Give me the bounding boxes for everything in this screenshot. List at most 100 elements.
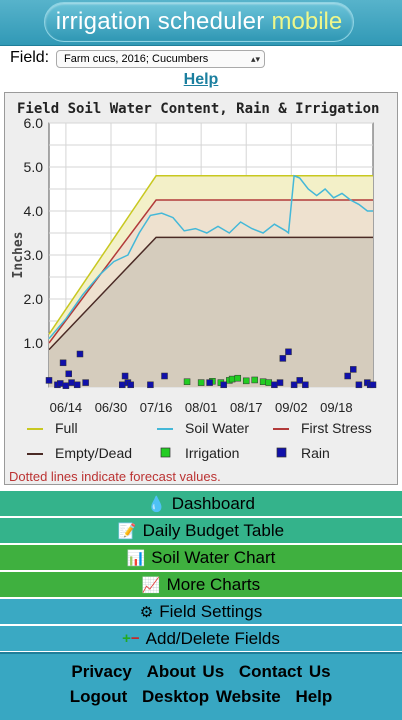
water-drop-icon: 💧 — [147, 495, 166, 513]
legend-label: First Stress — [301, 420, 372, 436]
y-tick-label: 1.0 — [24, 335, 44, 351]
y-tick-label: 2.0 — [24, 291, 44, 307]
rain-point — [206, 379, 213, 386]
legend-label: Full — [55, 420, 78, 436]
rain-point — [147, 381, 154, 389]
field-label: Field: — [10, 49, 50, 66]
field-selector-row: Field: Farm cucs, 2016; Cucumbers ▴▾ — [0, 47, 402, 71]
axis-ticks: 6.0 5.0 4.0 3.0 2.0 1.0 06/14 06/30 07/16 08/01 08… — [24, 115, 353, 415]
table-pen-icon: 📝 — [117, 522, 137, 540]
legend-label: Rain — [301, 445, 330, 461]
rain-point — [276, 379, 284, 386]
rain-point — [57, 380, 64, 387]
app-logo[interactable]: irrigation scheduler mobile — [44, 2, 354, 42]
add-delete-label: Add/Delete Fields — [145, 628, 280, 648]
legend-label: Empty/Dead — [55, 445, 132, 461]
legend-label: Irrigation — [185, 445, 239, 461]
daily-budget-label: Daily Budget Table — [142, 520, 285, 540]
series-line-full — [48, 175, 373, 335]
gear-icon: ⚙ — [139, 603, 154, 621]
irrigation-point — [197, 379, 205, 386]
legend-label: Soil Water — [185, 420, 249, 436]
more-charts-label: More Charts — [166, 574, 261, 594]
rain-point — [355, 381, 363, 389]
x-tick-label: 06/30 — [95, 400, 128, 415]
bar-chart-icon: 📊 — [126, 549, 146, 567]
footer-help-link[interactable]: Help — [295, 687, 333, 706]
irrigation-point — [265, 379, 273, 386]
y-tick-label: 6.0 — [24, 115, 44, 131]
y-axis-label: Inches — [11, 232, 26, 279]
rain-point — [127, 381, 134, 389]
irrigation-point — [228, 375, 236, 383]
rain-point — [73, 381, 81, 389]
rain-point — [350, 366, 357, 373]
rain-point — [302, 381, 309, 389]
footer: Privacy About Us Contact Us Logout Deskt… — [0, 652, 402, 720]
rain-point — [45, 377, 53, 384]
irrigation-point — [242, 377, 250, 385]
chevron-updown-icon: ▴▾ — [250, 54, 260, 64]
rain-point — [296, 377, 303, 384]
x-tick-label: 09/02 — [275, 400, 308, 415]
y-tick-label: 4.0 — [24, 203, 44, 219]
chart-svg: Field Soil Water Content, Rain & Irrigat… — [9, 101, 379, 484]
x-tick-label: 07/16 — [140, 400, 173, 415]
rain-point — [290, 381, 298, 389]
rain-point — [119, 381, 126, 389]
field-select-value: Farm cucs, 2016; Cucumbers — [64, 53, 209, 65]
field-select[interactable]: Farm cucs, 2016; Cucumbers ▴▾ — [56, 50, 265, 68]
field-settings-label: Field Settings — [159, 601, 263, 621]
rain-point — [68, 379, 75, 386]
dashboard-label: Dashboard — [171, 493, 255, 513]
rain-point — [271, 381, 278, 389]
full-band — [49, 175, 373, 343]
more-charts-button[interactable]: 📈 More Charts — [0, 571, 402, 597]
help-link[interactable]: Help — [183, 71, 219, 88]
soil-water-chart: Field Soil Water Content, Rain & Irrigat… — [4, 92, 398, 485]
rain-point — [279, 355, 287, 362]
logout-link[interactable]: Logout — [69, 687, 128, 706]
desktop-website-link[interactable]: Desktop Website — [142, 687, 281, 706]
chart-title: Field Soil Water Content, Rain & Irrigat… — [17, 101, 379, 117]
contact-us-link[interactable]: Contact Us — [238, 662, 331, 681]
footer-row-1: Privacy About Us Contact Us — [0, 662, 402, 682]
series-line-empty-dead — [48, 236, 373, 351]
empty-band — [49, 237, 373, 387]
logo-main-text: irrigation scheduler — [55, 8, 265, 35]
rain-point — [161, 372, 168, 380]
x-tick-label: 09/18 — [320, 400, 353, 415]
rain-point — [59, 359, 67, 367]
dashboard-button[interactable]: 💧 Dashboard — [0, 490, 402, 516]
series-line-first-stress — [48, 199, 373, 344]
forecast-note: Dotted lines indicate forecast values. — [9, 469, 221, 484]
series-lines — [48, 174, 373, 351]
x-tick-label: 08/17 — [230, 400, 263, 415]
about-us-link[interactable]: About Us — [146, 662, 225, 681]
plus-minus-icon: +− — [122, 630, 140, 647]
rain-point — [65, 370, 72, 378]
soil-water-chart-label: Soil Water Chart — [151, 547, 276, 567]
rain-point — [121, 372, 129, 380]
field-settings-button[interactable]: ⚙ Field Settings — [0, 598, 402, 624]
add-delete-fields-button[interactable]: +− Add/Delete Fields — [0, 625, 402, 651]
legend-swatch — [276, 447, 287, 458]
legend-swatch — [160, 447, 171, 458]
soil-water-chart-button[interactable]: 📊 Soil Water Chart — [0, 544, 402, 570]
irrigation-point — [234, 374, 242, 382]
privacy-link[interactable]: Privacy — [71, 662, 132, 681]
rain-point — [76, 350, 84, 358]
y-tick-label: 5.0 — [24, 159, 44, 175]
color-bars-icon: 📈 — [141, 576, 161, 594]
rain-point — [220, 381, 227, 389]
irrigation-point — [251, 376, 258, 384]
series-markers — [45, 348, 377, 389]
x-tick-label: 08/01 — [185, 400, 218, 415]
series-line-soil-water — [48, 174, 373, 340]
app-header: irrigation scheduler mobile — [0, 0, 402, 46]
rain-point — [344, 372, 351, 380]
footer-row-2: Logout Desktop Website Help — [0, 687, 402, 707]
daily-budget-table-button[interactable]: 📝 Daily Budget Table — [0, 517, 402, 543]
chart-legend: Full Soil Water First Stress Empty/Dead Irri… — [27, 420, 372, 461]
rain-point — [369, 381, 377, 389]
